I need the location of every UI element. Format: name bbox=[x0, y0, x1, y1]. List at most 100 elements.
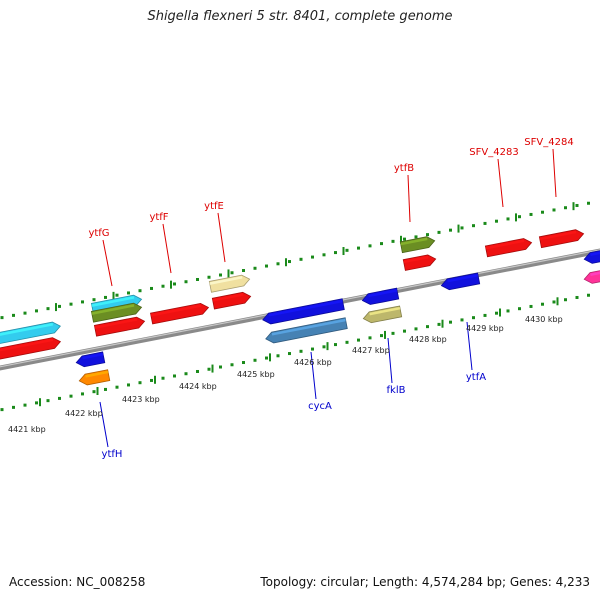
forward-tick-dot bbox=[150, 286, 153, 290]
forward-tick-dot bbox=[541, 210, 544, 214]
reverse-gene-arrow[interactable] bbox=[440, 272, 481, 291]
scale-labels: 4421 kbp 4422 kbp 4423 kbp 4424 kbp 4425 kbp… bbox=[8, 315, 563, 434]
gene-label[interactable]: ytfE bbox=[204, 201, 224, 212]
scale-label: 4425 kbp bbox=[237, 370, 275, 379]
reverse-gene-arrow[interactable] bbox=[75, 351, 106, 368]
reverse-tick-dot bbox=[0, 408, 4, 412]
forward-tick-dot bbox=[265, 264, 268, 268]
reverse-tick-dot bbox=[161, 376, 165, 380]
reverse-tick-dot bbox=[575, 295, 579, 299]
gene-leader-line bbox=[552, 148, 557, 198]
forward-gene-arrow[interactable] bbox=[90, 302, 143, 323]
forward-tick-dot bbox=[437, 230, 441, 234]
gene-leader-line bbox=[102, 239, 113, 287]
gene-label[interactable]: SFV_4283 bbox=[469, 147, 518, 158]
gene-label[interactable]: ytfF bbox=[149, 212, 168, 223]
reverse-gene-arrow[interactable] bbox=[262, 298, 345, 325]
forward-gene-arrow[interactable] bbox=[399, 235, 436, 254]
gene-leader-line bbox=[407, 174, 411, 223]
forward-tick-dot bbox=[184, 280, 188, 284]
forward-gene-arrow[interactable] bbox=[93, 316, 146, 337]
reverse-tick-dot bbox=[506, 309, 510, 313]
reverse-tick-dot bbox=[414, 327, 418, 331]
reverse-tick-dot bbox=[196, 369, 199, 373]
forward-gene-arrow[interactable] bbox=[0, 336, 62, 361]
gene-label[interactable]: cycA bbox=[308, 401, 332, 412]
forward-tick-dot bbox=[472, 224, 475, 228]
reverse-tick-dot bbox=[150, 378, 153, 382]
reverse-gene-arrow[interactable] bbox=[362, 305, 403, 324]
reverse-tick-dot bbox=[437, 322, 441, 326]
forward-gene-arrow[interactable] bbox=[150, 302, 210, 325]
reverse-tick-dot bbox=[472, 316, 475, 320]
gene-label[interactable]: ytfA bbox=[466, 372, 486, 383]
genome-title: Shigella flexneri 5 str. 8401, complete … bbox=[147, 9, 453, 24]
accession-text: Accession: NC_008258 bbox=[9, 575, 146, 589]
forward-tick-dot bbox=[92, 298, 96, 302]
forward-tick-dot bbox=[276, 262, 280, 266]
reverse-gene-arrow[interactable] bbox=[78, 369, 111, 387]
gene-label[interactable]: ytfH bbox=[102, 449, 123, 460]
forward-gene-arrow[interactable] bbox=[211, 291, 252, 310]
forward-tick-dot bbox=[35, 309, 38, 313]
forward-tick-dot bbox=[495, 219, 498, 223]
reverse-gene-arrow[interactable] bbox=[583, 268, 600, 284]
reverse-tick-dot bbox=[253, 358, 257, 362]
reverse-tick-dot bbox=[81, 392, 84, 396]
forward-tick-dot bbox=[391, 239, 395, 243]
gene-label[interactable]: fklB bbox=[387, 385, 406, 396]
reverse-gene-arrow[interactable] bbox=[361, 287, 400, 306]
forward-gene-arrow[interactable] bbox=[0, 321, 61, 346]
gene-label[interactable]: SFV_4284 bbox=[524, 137, 573, 148]
forward-tick-dot bbox=[69, 302, 73, 306]
reverse-tick-dot bbox=[265, 356, 268, 360]
gene-leader-line bbox=[217, 212, 226, 263]
scale-label: 4429 kbp bbox=[466, 324, 504, 333]
forward-tick-dot bbox=[345, 248, 349, 252]
reverse-tick-dot bbox=[46, 399, 50, 403]
reverse-tick-dot bbox=[207, 367, 211, 371]
forward-tick-dot bbox=[0, 316, 4, 320]
reverse-tick-dot bbox=[138, 381, 142, 385]
scale-ticks bbox=[0, 201, 590, 412]
reverse-tick-dot bbox=[518, 307, 521, 311]
forward-tick-dot bbox=[46, 307, 50, 311]
reverse-gene-arrow[interactable] bbox=[265, 317, 348, 344]
forward-tick-dot bbox=[449, 228, 452, 232]
forward-tick-dot bbox=[58, 304, 61, 308]
forward-gene-arrow[interactable] bbox=[208, 274, 251, 293]
forward-tick-dot bbox=[173, 282, 176, 286]
reverse-tick-dot bbox=[322, 345, 326, 349]
forward-tick-dot bbox=[138, 289, 142, 293]
gene-leader-line bbox=[387, 337, 393, 384]
reverse-tick-dot bbox=[368, 336, 372, 340]
reverse-tick-dot bbox=[219, 365, 222, 369]
forward-tick-dot bbox=[230, 271, 234, 275]
reverse-tick-dot bbox=[23, 403, 27, 407]
reverse-tick-dot bbox=[357, 338, 360, 342]
forward-gene-arrow[interactable] bbox=[484, 237, 533, 258]
forward-tick-dot bbox=[483, 221, 487, 225]
reverse-tick-dot bbox=[552, 300, 556, 304]
reverse-tick-dot bbox=[242, 361, 245, 365]
gene-leader-line bbox=[162, 223, 172, 274]
forward-tick-dot bbox=[322, 253, 326, 257]
forward-tick-dot bbox=[161, 284, 165, 288]
forward-gene-arrow[interactable] bbox=[538, 228, 585, 249]
forward-gene-arrow[interactable] bbox=[402, 254, 437, 271]
reverse-tick-dot bbox=[483, 313, 487, 317]
reverse-tick-dot bbox=[334, 343, 337, 347]
reverse-tick-dot bbox=[564, 298, 567, 302]
gene-label[interactable]: ytfG bbox=[88, 228, 109, 239]
forward-tick-dot bbox=[552, 208, 556, 212]
forward-tick-dot bbox=[403, 237, 406, 241]
reverse-tick-dot bbox=[35, 401, 38, 405]
forward-tick-dot bbox=[81, 300, 84, 304]
gene-label[interactable]: ytfB bbox=[394, 163, 414, 174]
reverse-gene-arrow[interactable] bbox=[583, 248, 600, 264]
forward-tick-dot bbox=[587, 201, 590, 205]
reverse-tick-dot bbox=[173, 374, 176, 378]
forward-tick-dot bbox=[529, 212, 533, 216]
topology-text: Topology: circular; Length: 4,574,284 bp… bbox=[260, 575, 590, 589]
